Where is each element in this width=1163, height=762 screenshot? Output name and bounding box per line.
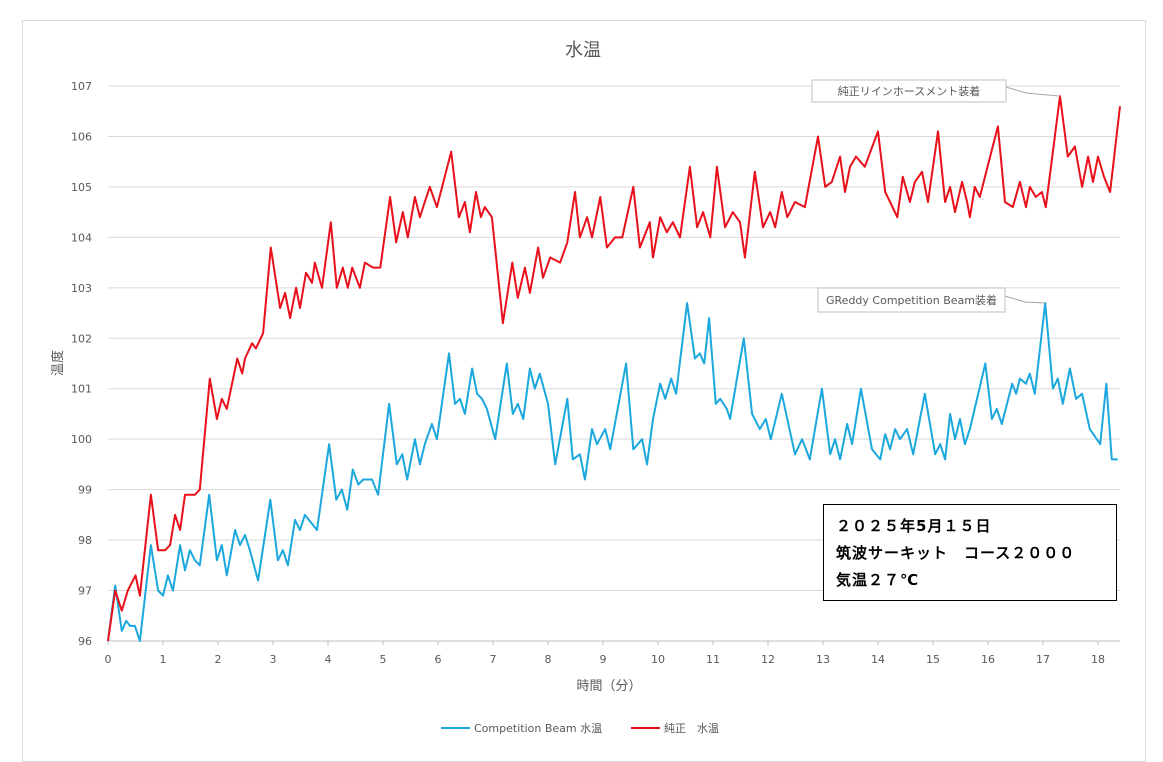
x-tick-label: 15 — [926, 653, 940, 666]
annotation-box — [817, 287, 1006, 313]
annotation-leader-line — [1005, 86, 1061, 97]
x-axis-ticks: 0 1 2 3 4 5 6 7 8 9 10 11 12 13 14 15 16 17 18 — [105, 641, 1105, 666]
y-tick-label: 106 — [71, 130, 92, 143]
info-box: ２０２５年5月１５日 筑波サーキット コース２０００ 気温２７℃ — [823, 504, 1117, 601]
x-tick-label: 14 — [871, 653, 885, 666]
y-tick-label: 105 — [71, 181, 92, 194]
y-axis-label: 温度 — [50, 350, 66, 376]
x-tick-label: 17 — [1036, 653, 1050, 666]
annotation-leader-line — [1004, 295, 1046, 304]
annotation-label: GReddy Competition Beam装着 — [826, 293, 997, 307]
x-tick-label: 16 — [981, 653, 995, 666]
y-tick-label: 104 — [71, 231, 92, 244]
x-tick-label: 9 — [600, 653, 607, 666]
y-tick-label: 103 — [71, 282, 92, 295]
y-tick-label: 100 — [71, 433, 92, 446]
y-tick-label: 97 — [78, 585, 92, 598]
x-tick-label: 1 — [160, 653, 167, 666]
x-tick-label: 5 — [380, 653, 387, 666]
y-tick-label: 98 — [78, 534, 92, 547]
x-tick-label: 11 — [706, 653, 720, 666]
legend: Competition Beam 水温 純正 水温 — [441, 722, 719, 735]
legend-label-competition-beam: Competition Beam 水温 — [474, 722, 602, 735]
y-tick-label: 101 — [71, 383, 92, 396]
x-tick-label: 7 — [490, 653, 497, 666]
legend-label-stock: 純正 水温 — [664, 722, 719, 735]
x-tick-label: 0 — [105, 653, 112, 666]
x-tick-label: 12 — [761, 653, 775, 666]
x-tick-label: 2 — [215, 653, 222, 666]
x-tick-label: 4 — [325, 653, 332, 666]
annotation-label: 純正リインホースメント装着 — [838, 84, 980, 98]
y-axis-ticks: 96 97 98 99 100 101 102 103 104 105 106 107 — [71, 80, 92, 648]
x-tick-label: 3 — [270, 653, 277, 666]
chart-title: 水温 — [565, 40, 601, 61]
x-axis-label: 時間（分） — [576, 679, 641, 694]
annotations: 純正リインホースメント装着 GReddy Competition Beam装着 — [811, 79, 1061, 313]
x-tick-label: 10 — [651, 653, 665, 666]
x-tick-label: 18 — [1091, 653, 1105, 666]
series-line-stock — [107, 95, 1121, 642]
y-tick-label: 96 — [78, 635, 92, 648]
series-lines — [107, 95, 1121, 642]
info-temperature: 気温２７℃ — [836, 571, 920, 589]
y-tick-label: 99 — [78, 484, 92, 497]
x-tick-label: 6 — [435, 653, 442, 666]
y-tick-label: 102 — [71, 332, 92, 345]
series-line-competition-beam — [107, 302, 1118, 642]
annotation-box — [811, 79, 1007, 103]
x-tick-label: 13 — [816, 653, 830, 666]
info-date: ２０２５年5月１５日 — [836, 517, 992, 535]
info-circuit: 筑波サーキット コース２０００ — [836, 544, 1076, 562]
x-tick-label: 8 — [545, 653, 552, 666]
y-tick-label: 107 — [71, 80, 92, 93]
